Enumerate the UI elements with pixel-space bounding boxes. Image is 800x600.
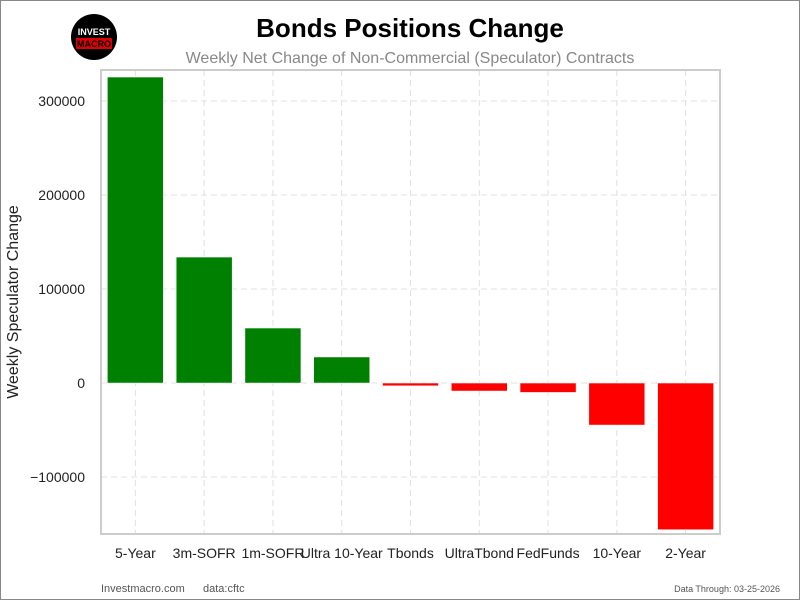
bars: [107, 76, 714, 530]
y-tick-label: 0: [77, 375, 85, 391]
logo: INVEST MACRO: [71, 14, 117, 60]
y-tick-label: 100000: [38, 281, 85, 297]
logo-line2: MACRO: [77, 39, 111, 49]
bar-ultra-10-year: [313, 356, 370, 384]
x-tick-label: 10-Year: [593, 545, 642, 561]
bar-tbonds: [382, 382, 439, 387]
y-tick-label: 200000: [38, 187, 85, 203]
y-axis-label: Weekly Speculator Change: [5, 205, 22, 399]
y-ticks: −100000 0 100000 200000 300000: [30, 93, 85, 485]
y-tick-label: 300000: [38, 93, 85, 109]
bar-fedfunds: [519, 382, 577, 393]
chart-title: Bonds Positions Change: [256, 13, 564, 43]
bar-5-year: [107, 76, 164, 384]
footer-data-through: Data Through: 03-25-2026: [674, 584, 780, 594]
x-tick-label: Tbonds: [387, 545, 434, 561]
footer-site: Investmacro.com: [101, 583, 185, 595]
x-tick-label: UltraTbond: [445, 545, 514, 561]
bar-2-year: [657, 382, 714, 530]
chart-subtitle: Weekly Net Change of Non-Commercial (Spe…: [186, 50, 635, 67]
x-tick-label: Ultra 10-Year: [301, 545, 383, 561]
bar-1m-sofr: [244, 327, 302, 384]
footer-source: data:cftc: [203, 583, 245, 595]
x-tick-label: FedFunds: [517, 545, 580, 561]
bar-10-year: [588, 382, 646, 426]
x-tick-label: 1m-SOFR: [241, 545, 304, 561]
y-tick-label: −100000: [30, 469, 85, 485]
logo-line1: INVEST: [78, 27, 111, 37]
bar-3m-sofr: [175, 256, 233, 384]
x-tick-label: 5-Year: [115, 545, 156, 561]
plot-border: [100, 69, 721, 535]
bar-ultratbond: [451, 382, 508, 392]
x-tick-label: 3m-SOFR: [173, 545, 236, 561]
x-tick-label: 2-Year: [665, 545, 706, 561]
